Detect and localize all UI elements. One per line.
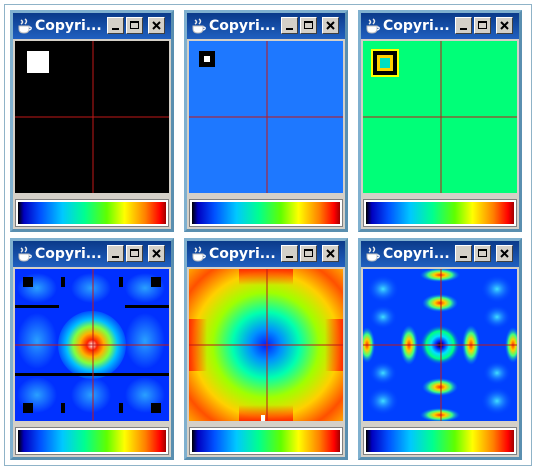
maximize-icon — [478, 21, 487, 29]
minimize-button[interactable] — [281, 17, 298, 34]
maximize-icon — [478, 249, 487, 257]
color-scale — [189, 199, 343, 227]
plot-window-2[interactable]: Copyri... — [184, 10, 348, 232]
close-icon — [326, 21, 335, 30]
color-scale — [363, 199, 517, 227]
plot-window-5[interactable]: Copyri... — [184, 238, 348, 460]
title-bar[interactable]: Copyri... — [361, 241, 519, 267]
color-scale — [189, 427, 343, 455]
minimize-icon — [112, 28, 119, 30]
plot-window-6[interactable]: Copyri... — [358, 238, 522, 460]
java-cup-icon — [192, 246, 206, 262]
close-icon — [500, 249, 509, 258]
color-scale — [363, 427, 517, 455]
minimize-button[interactable] — [281, 245, 298, 262]
minimize-icon — [460, 256, 467, 258]
maximize-button[interactable] — [474, 17, 491, 34]
color-scale-bar — [18, 430, 166, 452]
close-button[interactable] — [496, 17, 513, 34]
close-icon — [152, 249, 161, 258]
close-button[interactable] — [148, 245, 165, 262]
close-button[interactable] — [148, 17, 165, 34]
close-icon — [326, 249, 335, 258]
java-cup-icon — [366, 246, 380, 262]
color-scale-bar — [192, 430, 340, 452]
maximize-icon — [130, 21, 139, 29]
maximize-button[interactable] — [474, 245, 491, 262]
close-icon — [152, 21, 161, 30]
title-bar[interactable]: Copyri... — [361, 13, 519, 39]
window-title: Copyri... — [209, 18, 276, 34]
java-cup-icon — [18, 18, 32, 34]
color-scale — [15, 199, 169, 227]
minimize-button[interactable] — [455, 245, 472, 262]
maximize-button[interactable] — [126, 17, 143, 34]
color-scale — [15, 427, 169, 455]
plot-area — [189, 269, 343, 421]
minimize-icon — [112, 256, 119, 258]
minimize-button[interactable] — [107, 245, 124, 262]
color-scale-bar — [192, 202, 340, 224]
java-cup-icon — [18, 246, 32, 262]
maximize-button[interactable] — [300, 245, 317, 262]
color-scale-bar — [366, 202, 514, 224]
plot-window-4[interactable]: Copyri... — [10, 238, 174, 460]
minimize-icon — [286, 256, 293, 258]
maximize-button[interactable] — [126, 245, 143, 262]
maximize-icon — [304, 249, 313, 257]
minimize-button[interactable] — [107, 17, 124, 34]
title-bar[interactable]: Copyri... — [13, 13, 171, 39]
close-icon — [500, 21, 509, 30]
title-bar[interactable]: Copyri... — [187, 241, 345, 267]
java-cup-icon — [192, 18, 206, 34]
minimize-button[interactable] — [455, 17, 472, 34]
maximize-icon — [130, 249, 139, 257]
close-button[interactable] — [322, 17, 339, 34]
title-bar[interactable]: Copyri... — [187, 13, 345, 39]
window-title: Copyri... — [383, 18, 450, 34]
maximize-icon — [304, 21, 313, 29]
window-title: Copyri... — [35, 18, 102, 34]
window-title: Copyri... — [35, 246, 102, 262]
close-button[interactable] — [496, 245, 513, 262]
plot-area — [363, 269, 517, 421]
minimize-icon — [460, 28, 467, 30]
plot-window-1[interactable]: Copyri... — [10, 10, 174, 232]
minimize-icon — [286, 28, 293, 30]
plot-area — [189, 41, 343, 193]
window-title: Copyri... — [383, 246, 450, 262]
java-cup-icon — [366, 18, 380, 34]
plot-area — [363, 41, 517, 193]
window-title: Copyri... — [209, 246, 276, 262]
close-button[interactable] — [322, 245, 339, 262]
plot-area — [15, 41, 169, 193]
title-bar[interactable]: Copyri... — [13, 241, 171, 267]
color-scale-bar — [366, 430, 514, 452]
color-scale-bar — [18, 202, 166, 224]
maximize-button[interactable] — [300, 17, 317, 34]
plot-window-3[interactable]: Copyri... — [358, 10, 522, 232]
plot-area — [15, 269, 169, 421]
